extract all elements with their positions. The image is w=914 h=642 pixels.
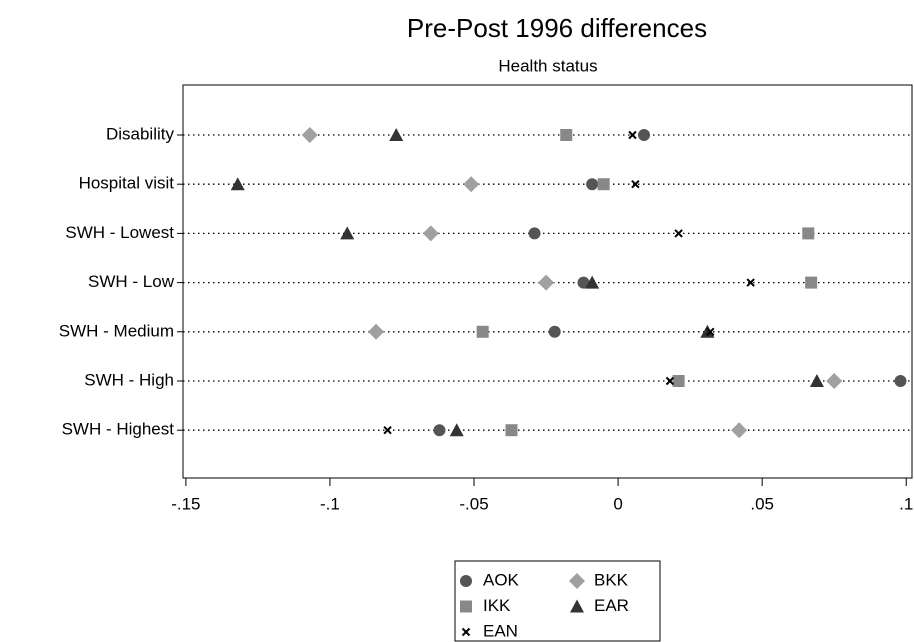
dot-marker — [463, 176, 480, 193]
dot-marker — [672, 375, 685, 387]
legend-label: EAR — [594, 596, 629, 615]
plot-frame — [182, 84, 913, 479]
dot-marker — [706, 327, 715, 337]
x-tick-label: 0 — [613, 494, 622, 513]
dot-marker — [340, 226, 355, 240]
dot-marker — [597, 178, 610, 191]
dot-marker — [505, 424, 518, 437]
chart-subtitle: Health status — [498, 56, 597, 75]
legend-marker — [461, 627, 471, 637]
x-tick-label: .05 — [750, 494, 774, 513]
dot-marker — [674, 229, 683, 238]
y-tick-label: SWH - Medium — [59, 321, 174, 340]
dot-marker — [548, 325, 561, 338]
dot-marker — [433, 424, 446, 437]
x-tick-label: .1 — [899, 494, 913, 513]
dot-marker — [586, 178, 599, 191]
legend-marker — [570, 599, 584, 613]
legend-marker — [460, 575, 472, 587]
chart-title: Pre-Post 1996 differences — [407, 13, 707, 43]
dot-marker — [746, 278, 755, 287]
dot-marker — [826, 373, 843, 389]
dot-marker — [560, 129, 573, 141]
dot-marker — [368, 323, 385, 340]
dot-marker — [802, 227, 815, 240]
x-tick-label: -.15 — [171, 494, 200, 513]
dot-marker — [665, 376, 675, 386]
dot-marker — [731, 422, 748, 439]
y-tick-label: SWH - Highest — [62, 420, 175, 439]
dot-marker — [631, 179, 640, 189]
dot-marker — [528, 227, 541, 240]
y-tick-label: SWH - High — [84, 370, 174, 389]
dot-marker — [230, 177, 245, 191]
legend-label: AOK — [483, 570, 520, 589]
dot-marker — [577, 276, 590, 289]
legend-label: BKK — [594, 570, 629, 589]
dot-marker — [476, 325, 489, 338]
dot-marker — [383, 425, 392, 435]
legend-marker — [460, 600, 472, 613]
dot-marker — [389, 128, 404, 141]
dot-marker — [628, 130, 637, 140]
legend-marker — [569, 573, 585, 589]
y-tick-label: Disability — [106, 124, 175, 143]
dot-marker — [700, 324, 715, 338]
dot-marker — [805, 276, 818, 289]
legend-label: IKK — [483, 596, 511, 615]
legend-label: EAN — [483, 621, 518, 640]
y-tick-label: SWH - Lowest — [65, 223, 174, 242]
dot-marker — [585, 275, 600, 289]
dot-marker — [449, 423, 464, 437]
dot-marker — [538, 274, 555, 291]
dot-marker — [809, 374, 824, 387]
dot-marker — [301, 127, 318, 143]
x-tick-label: -.1 — [320, 494, 340, 513]
dot-marker — [894, 375, 907, 387]
y-tick-label: SWH - Low — [88, 272, 175, 291]
dot-marker — [422, 225, 439, 242]
legend-box — [454, 560, 661, 642]
x-tick-label: -.05 — [459, 494, 488, 513]
y-tick-label: Hospital visit — [79, 174, 175, 193]
dot-marker — [638, 129, 651, 141]
